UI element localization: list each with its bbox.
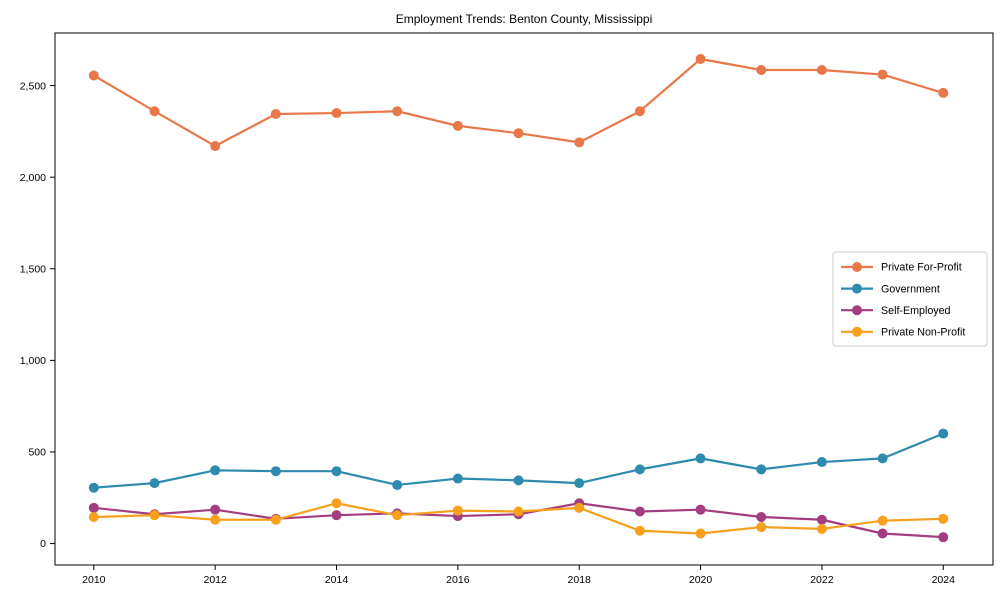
marker-government-2015 (392, 479, 403, 490)
marker-private-non-profit-2017 (513, 506, 524, 517)
legend: Private For-Profit Government Self-Employe… (832, 251, 988, 347)
marker-private-for-profit-2016 (452, 120, 463, 131)
series-private-non-profit (88, 498, 949, 539)
marker-private-for-profit-2021 (756, 65, 767, 76)
marker-government-2014 (331, 466, 342, 477)
marker-private-for-profit-2020 (695, 54, 706, 65)
y-axis: 0 500 1,000 1,500 2,000 2,500 (20, 80, 55, 550)
marker-self-employed-2023 (877, 528, 888, 539)
marker-private-non-profit-2013 (270, 514, 281, 525)
x-tick-label: 2020 (689, 574, 713, 586)
legend-marker-sample (852, 305, 862, 316)
marker-government-2011 (149, 478, 160, 489)
marker-private-for-profit-2012 (210, 141, 221, 152)
marker-private-for-profit-2011 (149, 106, 160, 117)
marker-self-employed-2021 (756, 512, 767, 523)
x-tick-label: 2012 (203, 574, 227, 586)
y-tick-label: 500 (28, 447, 46, 459)
marker-private-non-profit-2016 (452, 505, 463, 516)
x-tick-label: 2010 (82, 574, 106, 586)
legend-item-private-for-profit: Private For-Profit (841, 262, 962, 274)
marker-private-non-profit-2019 (634, 525, 645, 536)
legend-item-private-non-profit: Private Non-Profit (841, 327, 965, 339)
marker-private-for-profit-2019 (634, 106, 645, 117)
x-tick-label: 2024 (932, 574, 956, 586)
x-tick-label: 2016 (446, 574, 470, 586)
marker-government-2024 (938, 428, 949, 439)
x-axis: 2010 2012 2014 2016 2018 2020 2022 2024 (82, 565, 955, 586)
marker-government-2017 (513, 475, 524, 486)
marker-private-non-profit-2021 (756, 522, 767, 533)
y-tick-label: 1,500 (20, 263, 46, 275)
series-government (88, 428, 949, 493)
marker-private-for-profit-2015 (392, 106, 403, 117)
marker-government-2012 (210, 465, 221, 476)
legend-item-self-employed: Self-Employed (841, 305, 951, 317)
marker-private-for-profit-2014 (331, 108, 342, 119)
legend-marker-sample (852, 283, 862, 294)
marker-private-non-profit-2010 (88, 512, 99, 523)
plot-border (54, 32, 994, 566)
marker-self-employed-2012 (210, 504, 221, 515)
legend-label: Private Non-Profit (881, 327, 965, 339)
chart-title: Employment Trends: Benton County, Missis… (396, 12, 653, 26)
y-tick-label: 2,000 (20, 172, 46, 184)
legend-box (832, 251, 988, 347)
marker-private-for-profit-2022 (816, 65, 827, 76)
marker-private-for-profit-2010 (88, 70, 99, 81)
marker-private-non-profit-2018 (574, 502, 585, 513)
marker-self-employed-2022 (816, 514, 827, 525)
marker-government-2021 (756, 464, 767, 475)
y-tick-label: 1,000 (20, 355, 46, 367)
marker-self-employed-2024 (938, 532, 949, 543)
marker-private-for-profit-2013 (270, 108, 281, 119)
legend-marker-sample (852, 326, 862, 337)
marker-private-non-profit-2022 (816, 523, 827, 534)
marker-self-employed-2014 (331, 510, 342, 521)
marker-private-for-profit-2023 (877, 69, 888, 80)
y-tick-label: 2,500 (20, 80, 46, 92)
x-tick-label: 2014 (325, 574, 349, 586)
x-tick-label: 2018 (568, 574, 592, 586)
marker-private-for-profit-2024 (938, 87, 949, 98)
marker-self-employed-2010 (88, 502, 99, 513)
marker-private-non-profit-2023 (877, 515, 888, 526)
marker-private-non-profit-2024 (938, 513, 949, 524)
marker-private-non-profit-2015 (392, 510, 403, 521)
marker-private-non-profit-2014 (331, 498, 342, 509)
x-tick-label: 2022 (810, 574, 834, 586)
marker-private-non-profit-2020 (695, 528, 706, 539)
marker-government-2020 (695, 453, 706, 464)
legend-label: Private For-Profit (881, 262, 962, 274)
legend-label: Government (881, 283, 940, 295)
series-private-for-profit (88, 54, 949, 152)
marker-government-2022 (816, 457, 827, 468)
marker-government-2019 (634, 464, 645, 475)
legend-item-government: Government (841, 283, 940, 295)
marker-self-employed-2020 (695, 504, 706, 515)
marker-private-non-profit-2012 (210, 514, 221, 525)
marker-government-2010 (88, 482, 99, 493)
marker-private-for-profit-2018 (574, 137, 585, 148)
marker-government-2023 (877, 453, 888, 464)
marker-self-employed-2019 (634, 506, 645, 517)
marker-government-2018 (574, 478, 585, 489)
legend-label: Self-Employed (881, 305, 951, 317)
marker-private-non-profit-2011 (149, 510, 160, 521)
legend-marker-sample (852, 262, 862, 272)
marker-government-2013 (270, 466, 281, 477)
y-tick-label: 0 (40, 538, 46, 550)
marker-government-2016 (452, 473, 463, 484)
marker-private-for-profit-2017 (513, 128, 524, 139)
